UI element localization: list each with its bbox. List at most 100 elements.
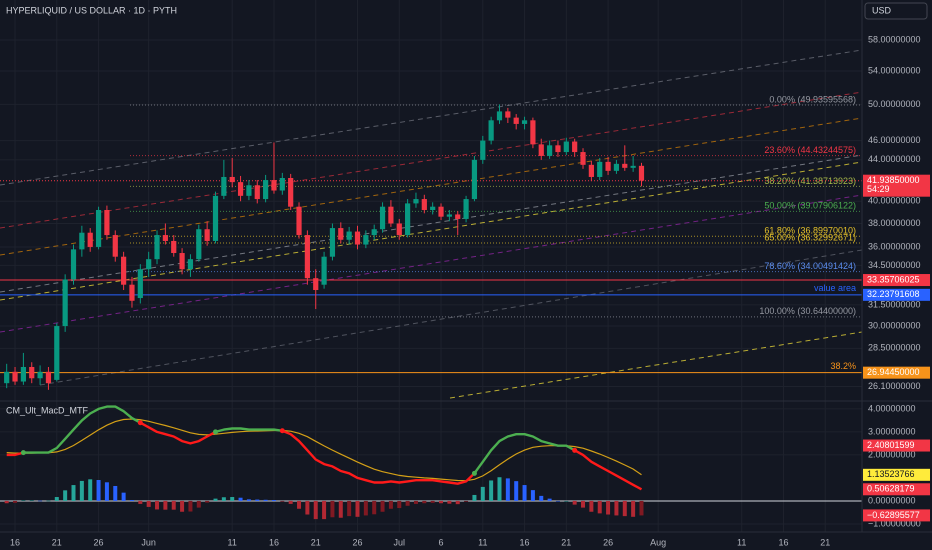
y-tick-label: 38.00000000 — [868, 218, 921, 228]
price-label-bg — [863, 366, 930, 379]
histogram-bar — [472, 494, 477, 501]
histogram-bar — [104, 482, 109, 501]
histogram-bar — [213, 498, 218, 501]
indicator-label: 2.40801599 — [867, 440, 915, 450]
histogram-bar — [88, 479, 93, 501]
currency-label[interactable]: USD — [872, 5, 892, 15]
histogram-bar — [96, 480, 101, 501]
x-tick-label: 21 — [561, 537, 571, 547]
candle-body — [79, 232, 85, 250]
candle-body — [588, 164, 594, 177]
histogram-bar — [614, 500, 619, 516]
candle-body — [446, 214, 452, 217]
histogram-bar — [13, 500, 18, 503]
y-tick-label: 28.50000000 — [868, 343, 921, 353]
candle-body — [229, 176, 235, 183]
histogram-bar — [79, 480, 84, 501]
candle-body — [438, 206, 444, 217]
histogram-bar — [238, 497, 243, 501]
channel-line — [0, 161, 863, 301]
candle-body — [254, 185, 260, 200]
candle-body — [179, 253, 185, 270]
price-label: 26.94450000 — [867, 367, 920, 377]
fib-label: 50.00% (39.07906122) — [764, 201, 856, 211]
indicator-label-bg — [863, 483, 930, 496]
levels-layer: 0.00% (49.93595568) 23.60% (44.43244575) 3… — [0, 94, 862, 374]
cross-dot — [20, 450, 26, 456]
histogram-bar — [547, 498, 552, 501]
candle-body — [563, 141, 569, 153]
y-tick-label: 54.00000000 — [868, 65, 921, 75]
channel-line — [0, 154, 863, 293]
candle-body — [187, 259, 194, 270]
candle-body — [346, 231, 352, 240]
histogram-bar — [355, 500, 360, 517]
candle-body — [296, 206, 302, 236]
histogram-bar — [322, 500, 327, 520]
candle-body — [154, 235, 160, 260]
candle-body — [580, 152, 586, 165]
histogram-bar — [171, 500, 176, 510]
histogram-bar — [572, 500, 577, 505]
histogram-bar — [639, 500, 644, 516]
histogram-bar — [71, 485, 76, 501]
macd-line — [6, 451, 24, 457]
candle-body — [4, 371, 10, 384]
x-tick-label: 21 — [820, 537, 830, 547]
x-tick-label: 26 — [603, 537, 613, 547]
x-tick-label: 6 — [439, 537, 444, 547]
indicator-label: −0.62895577 — [867, 510, 920, 520]
x-tick-label: Jun — [141, 537, 156, 547]
price-label-bg — [863, 174, 930, 197]
fib-label: 78.60% (34.00491424) — [764, 261, 856, 271]
candle-body — [37, 371, 43, 379]
histogram-bar — [397, 500, 402, 509]
candle-body — [496, 111, 503, 121]
candle-body — [321, 256, 327, 285]
candle-body — [171, 240, 177, 254]
candle-body — [246, 185, 252, 196]
candle-body — [204, 229, 210, 241]
candle-body — [555, 145, 561, 153]
candle-body — [54, 326, 60, 380]
indicator-label-bg — [863, 439, 930, 452]
currency-button[interactable] — [864, 2, 928, 20]
candle-body — [87, 232, 93, 247]
histogram-bar — [246, 499, 251, 501]
y-tick-label: 2.00000000 — [868, 449, 916, 459]
candle-body — [212, 195, 219, 241]
candle-body — [279, 177, 285, 191]
candle-body — [263, 180, 269, 200]
candle-body — [613, 163, 620, 171]
histogram-bar — [155, 500, 160, 510]
candle-body — [413, 199, 419, 204]
x-tick-label: 26 — [94, 537, 104, 547]
cross-dot — [137, 420, 143, 426]
candle-body — [471, 159, 478, 200]
histogram-bar — [606, 500, 611, 515]
histogram-bar — [113, 485, 118, 501]
indicator-label: 1.13523766 — [867, 469, 915, 479]
histogram-bar — [505, 478, 510, 501]
histogram-bar — [581, 500, 586, 508]
candle-body — [12, 371, 18, 382]
price-label: 41.93850000 — [867, 175, 920, 185]
channel-line — [0, 194, 863, 333]
histogram-bar — [489, 480, 494, 501]
histogram-bar — [46, 500, 51, 502]
candle-body — [396, 223, 402, 236]
x-tick-label: 16 — [520, 537, 530, 547]
candle-body — [405, 203, 411, 236]
histogram-bar — [363, 500, 368, 516]
histogram-bar — [163, 500, 168, 510]
x-tick-label: 11 — [228, 537, 237, 547]
cross-dot — [572, 447, 578, 453]
x-tick-label: 11 — [737, 537, 746, 547]
candle-body — [237, 182, 244, 196]
histogram-bar — [405, 500, 410, 506]
candle-body — [137, 269, 143, 299]
histogram-bar — [514, 481, 519, 501]
histogram-bar — [38, 500, 43, 502]
